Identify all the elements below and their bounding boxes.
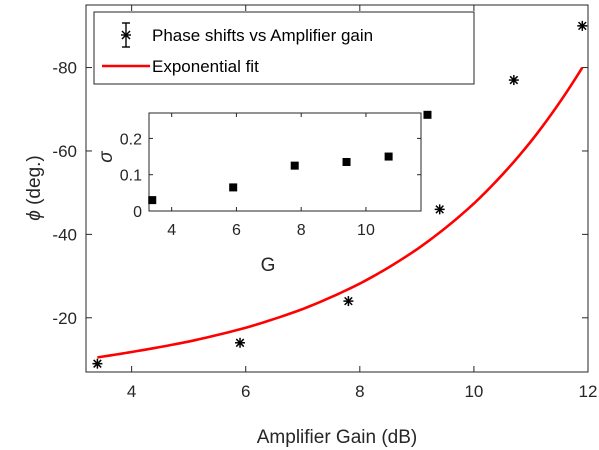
inset-data-point [229, 183, 238, 192]
y-axis-title: ϕ (deg.) [24, 155, 45, 221]
legend-label-points: Phase shifts vs Amplifier gain [152, 26, 373, 45]
data-point-stroke [509, 75, 519, 85]
data-point [508, 75, 519, 86]
x-tick-label: 10 [464, 382, 483, 401]
inset-x-ticks: 4 6 8 10 [167, 113, 375, 239]
legend-box [93, 11, 475, 85]
fit-line [97, 66, 584, 359]
y-axis-unit: (deg.) [24, 155, 45, 210]
main-x-ticks: 4 6 8 10 12 [127, 5, 598, 401]
data-point [235, 337, 246, 348]
data-point-stroke [344, 296, 353, 306]
inset-x-tick-label: 4 [167, 222, 176, 239]
legend-label-fit: Exponential fit [152, 57, 259, 76]
data-points-layer [92, 20, 588, 369]
x-axis-title: Amplifier Gain (dB) [257, 427, 418, 448]
inset-data-point [342, 158, 351, 166]
x-tick-label: 8 [355, 382, 364, 401]
y-tick-label: -60 [52, 142, 77, 161]
x-tick-label: 4 [127, 382, 136, 401]
data-point [434, 204, 445, 215]
inset-data-point [423, 110, 432, 119]
data-point-stroke [93, 359, 102, 368]
inset-y-tick-label: 0.2 [120, 131, 142, 148]
data-point [343, 296, 354, 307]
y-tick-label: -80 [52, 59, 77, 78]
data-point-stroke [578, 21, 587, 31]
inset-data-point [290, 161, 299, 170]
y-axis-symbol: ϕ [24, 210, 45, 221]
inset-x-axis-title: G [261, 255, 276, 276]
inset-points-layer [148, 110, 432, 205]
y-tick-label: -40 [52, 225, 77, 244]
inset-x-tick-label: 10 [357, 222, 375, 239]
inset-y-ticks: 0 0.1 0.2 [120, 131, 421, 221]
x-tick-label: 12 [579, 382, 598, 401]
fit-line-layer [97, 66, 584, 359]
inset-x-tick-label: 6 [232, 222, 241, 239]
data-point-stroke [435, 205, 444, 214]
data-point [92, 358, 103, 369]
inset-data-point [384, 152, 393, 161]
legend-marker-errorbar [121, 22, 131, 48]
inset-y-tick-label: 0.1 [120, 168, 142, 185]
data-point [577, 20, 588, 31]
inset-x-tick-label: 8 [297, 222, 306, 239]
data-point-stroke [235, 338, 245, 348]
inset-y-tick-label: 0 [133, 204, 142, 221]
x-tick-label: 6 [241, 382, 250, 401]
y-tick-label: -20 [52, 309, 77, 328]
inset-plot: 4 6 8 10 0 0.1 0.2 G σ [96, 110, 432, 276]
inset-data-point [148, 196, 157, 205]
legend: Phase shifts vs Amplifier gain Exponenti… [93, 11, 475, 85]
inset-y-axis-title: σ [96, 150, 117, 163]
main-y-ticks: -20 -40 -60 -80 [52, 59, 588, 328]
inset-plot-frame [148, 112, 422, 212]
